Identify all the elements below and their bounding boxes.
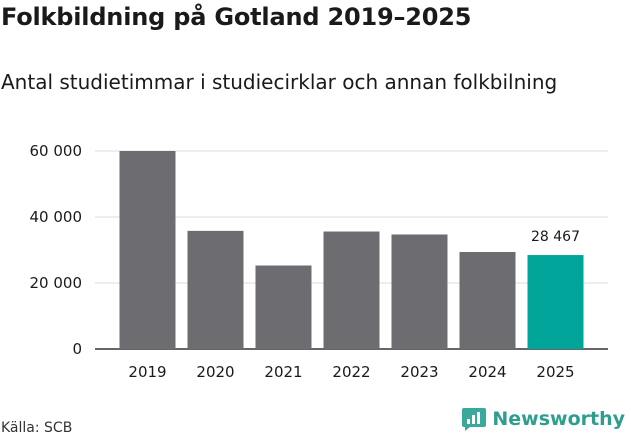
brand-name: Newsworthy — [492, 408, 625, 430]
bar-2021 — [255, 265, 312, 349]
x-tick-label: 2023 — [400, 363, 438, 381]
chart-subtitle: Antal studietimmar i studiecirklar och a… — [1, 70, 558, 94]
bar-2024 — [459, 251, 516, 349]
x-tick-label: 2021 — [264, 363, 302, 381]
source-note: Källa: SCB — [1, 420, 73, 436]
bars — [119, 151, 584, 349]
bar-2025 — [527, 255, 584, 349]
x-tick-label: 2024 — [468, 363, 506, 381]
x-tick-label: 2025 — [536, 363, 574, 381]
newsworthy-logo-icon — [462, 408, 487, 431]
bar-2022 — [323, 231, 380, 349]
y-axis-ticks: 0 20 000 40 000 60 000 — [30, 142, 83, 358]
y-tick-label: 0 — [72, 340, 82, 358]
y-tick-label: 60 000 — [30, 142, 83, 160]
bar-2019 — [119, 151, 176, 349]
brand: Newsworthy — [461, 406, 625, 432]
bar-2023 — [391, 234, 448, 349]
y-tick-label: 20 000 — [30, 274, 83, 292]
chart-title: Folkbildning på Gotland 2019–2025 — [1, 3, 472, 31]
x-axis-ticks: 2019 2020 2021 2022 2023 2024 2025 — [128, 363, 574, 381]
data-label-2025: 28 467 — [531, 229, 580, 245]
data-labels: 28 467 — [531, 229, 580, 245]
x-tick-label: 2019 — [128, 363, 166, 381]
bar-2020 — [187, 230, 244, 349]
x-tick-label: 2020 — [196, 363, 234, 381]
y-tick-label: 40 000 — [30, 208, 83, 226]
x-tick-label: 2022 — [332, 363, 370, 381]
